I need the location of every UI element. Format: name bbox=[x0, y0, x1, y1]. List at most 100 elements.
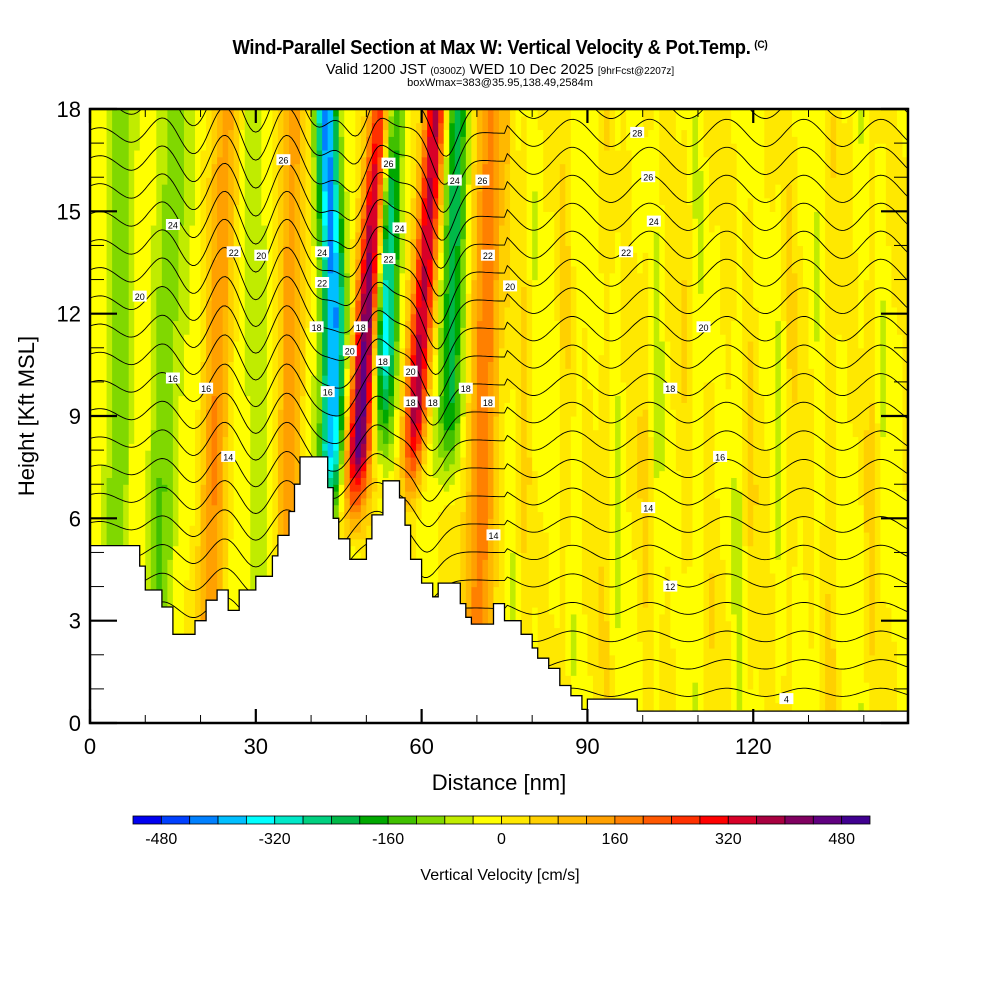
contour-label-bg bbox=[392, 222, 407, 234]
fill-cell bbox=[377, 306, 384, 322]
contour-label-text: 4 bbox=[784, 695, 789, 705]
fill-cell bbox=[471, 163, 478, 281]
fill-cell bbox=[802, 579, 810, 723]
fill-cell bbox=[349, 511, 356, 519]
fill-cell bbox=[559, 163, 566, 349]
fill-cell bbox=[449, 122, 456, 185]
fill-cell bbox=[239, 129, 246, 723]
fill-cell bbox=[195, 109, 202, 410]
fill-cell bbox=[410, 422, 417, 438]
contour-label-text: 24 bbox=[450, 176, 460, 186]
fill-cell bbox=[681, 402, 688, 574]
theta-contour bbox=[90, 218, 908, 297]
contour-label-bg bbox=[641, 502, 656, 514]
fill-cell bbox=[101, 109, 108, 465]
fill-cell bbox=[355, 279, 362, 301]
fill-cell bbox=[499, 224, 506, 349]
fill-cell bbox=[465, 293, 472, 403]
axis-ticks bbox=[88, 107, 908, 725]
colorbar-swatch bbox=[614, 815, 644, 825]
fill-cell bbox=[416, 429, 423, 444]
fill-cell bbox=[189, 109, 196, 226]
colorbar-swatch bbox=[841, 815, 871, 825]
fill-cell bbox=[709, 231, 716, 383]
contour-label-text: 22 bbox=[621, 248, 631, 258]
contour-label-bg bbox=[353, 321, 368, 333]
fill-cell bbox=[233, 109, 240, 206]
fill-cell bbox=[382, 163, 390, 178]
fill-cell bbox=[449, 184, 456, 403]
fill-cell bbox=[438, 184, 445, 206]
contour-label-text: 16 bbox=[168, 374, 178, 384]
contour-label: 16 bbox=[165, 372, 180, 384]
fill-cell bbox=[333, 109, 340, 117]
fill-cell bbox=[178, 395, 185, 676]
fill-cell bbox=[565, 245, 572, 369]
colorbar-swatch bbox=[444, 815, 474, 825]
fill-cell bbox=[438, 456, 445, 485]
fill-cell bbox=[891, 306, 898, 642]
fill-cell bbox=[333, 470, 340, 485]
fill-cell bbox=[338, 429, 345, 451]
contour-label-text: 18 bbox=[378, 357, 388, 367]
fill-cell bbox=[233, 340, 240, 723]
colorbar-swatch bbox=[557, 815, 587, 825]
fill-cell bbox=[206, 409, 213, 723]
fill-cell bbox=[427, 177, 434, 219]
fill-cell bbox=[482, 109, 489, 165]
fill-cell bbox=[377, 259, 384, 274]
fill-cell bbox=[438, 204, 445, 226]
fill-cell bbox=[355, 300, 362, 322]
fill-cell bbox=[598, 566, 605, 670]
fill-cell bbox=[416, 422, 423, 431]
fill-cell bbox=[720, 109, 727, 335]
contour-label-bg bbox=[480, 249, 495, 261]
fill-cell bbox=[438, 224, 445, 253]
contour-label-bg bbox=[646, 215, 661, 227]
colorbar-swatch bbox=[642, 815, 672, 825]
fill-cell bbox=[720, 559, 727, 723]
colorbar-swatch bbox=[699, 815, 729, 825]
contour-label-bg bbox=[696, 321, 711, 333]
colorbar-tick-labels: -480 -320 -160 0 160 320 480 bbox=[145, 831, 855, 848]
fill-cell bbox=[482, 559, 489, 676]
fill-cell bbox=[371, 334, 379, 349]
colorbar-tick-label: 320 bbox=[715, 831, 742, 848]
fill-cell bbox=[659, 340, 666, 472]
contour-label: 16 bbox=[713, 450, 728, 462]
fill-cell bbox=[189, 525, 196, 649]
fill-cell bbox=[863, 531, 870, 683]
contour-label-text: 20 bbox=[135, 292, 145, 302]
fill-cell bbox=[631, 252, 638, 560]
fill-cell bbox=[747, 688, 754, 723]
fill-cell bbox=[410, 491, 417, 499]
fill-cell bbox=[543, 211, 550, 533]
fill-cell bbox=[217, 109, 224, 158]
fill-cell bbox=[377, 272, 384, 287]
fill-cell bbox=[438, 163, 445, 185]
utc-time: (0300Z) bbox=[430, 66, 466, 77]
contour-label-text: 22 bbox=[483, 251, 493, 261]
fill-cell bbox=[355, 109, 362, 199]
fill-cell bbox=[592, 429, 600, 710]
fill-cell bbox=[863, 279, 870, 431]
fill-cell bbox=[443, 184, 450, 226]
fill-cell bbox=[410, 436, 417, 451]
fill-cell bbox=[454, 109, 461, 247]
fill-cell bbox=[360, 109, 367, 117]
fill-cell bbox=[427, 286, 434, 308]
fill-cell bbox=[382, 224, 390, 240]
fill-cell bbox=[476, 320, 484, 670]
fill-cell bbox=[366, 381, 373, 403]
contour-label: 26 bbox=[276, 154, 291, 166]
colorbar-swatch bbox=[302, 815, 332, 825]
contour-label-bg bbox=[320, 386, 335, 398]
fill-cell bbox=[692, 115, 699, 219]
fill-cell bbox=[416, 190, 423, 219]
fill-cell bbox=[449, 402, 456, 431]
colorbar-tick-label: 0 bbox=[497, 831, 506, 848]
fill-cell bbox=[808, 368, 815, 649]
theta-contour bbox=[118, 109, 908, 157]
fill-cell bbox=[333, 306, 340, 328]
contour-label-text: 20 bbox=[406, 367, 416, 377]
